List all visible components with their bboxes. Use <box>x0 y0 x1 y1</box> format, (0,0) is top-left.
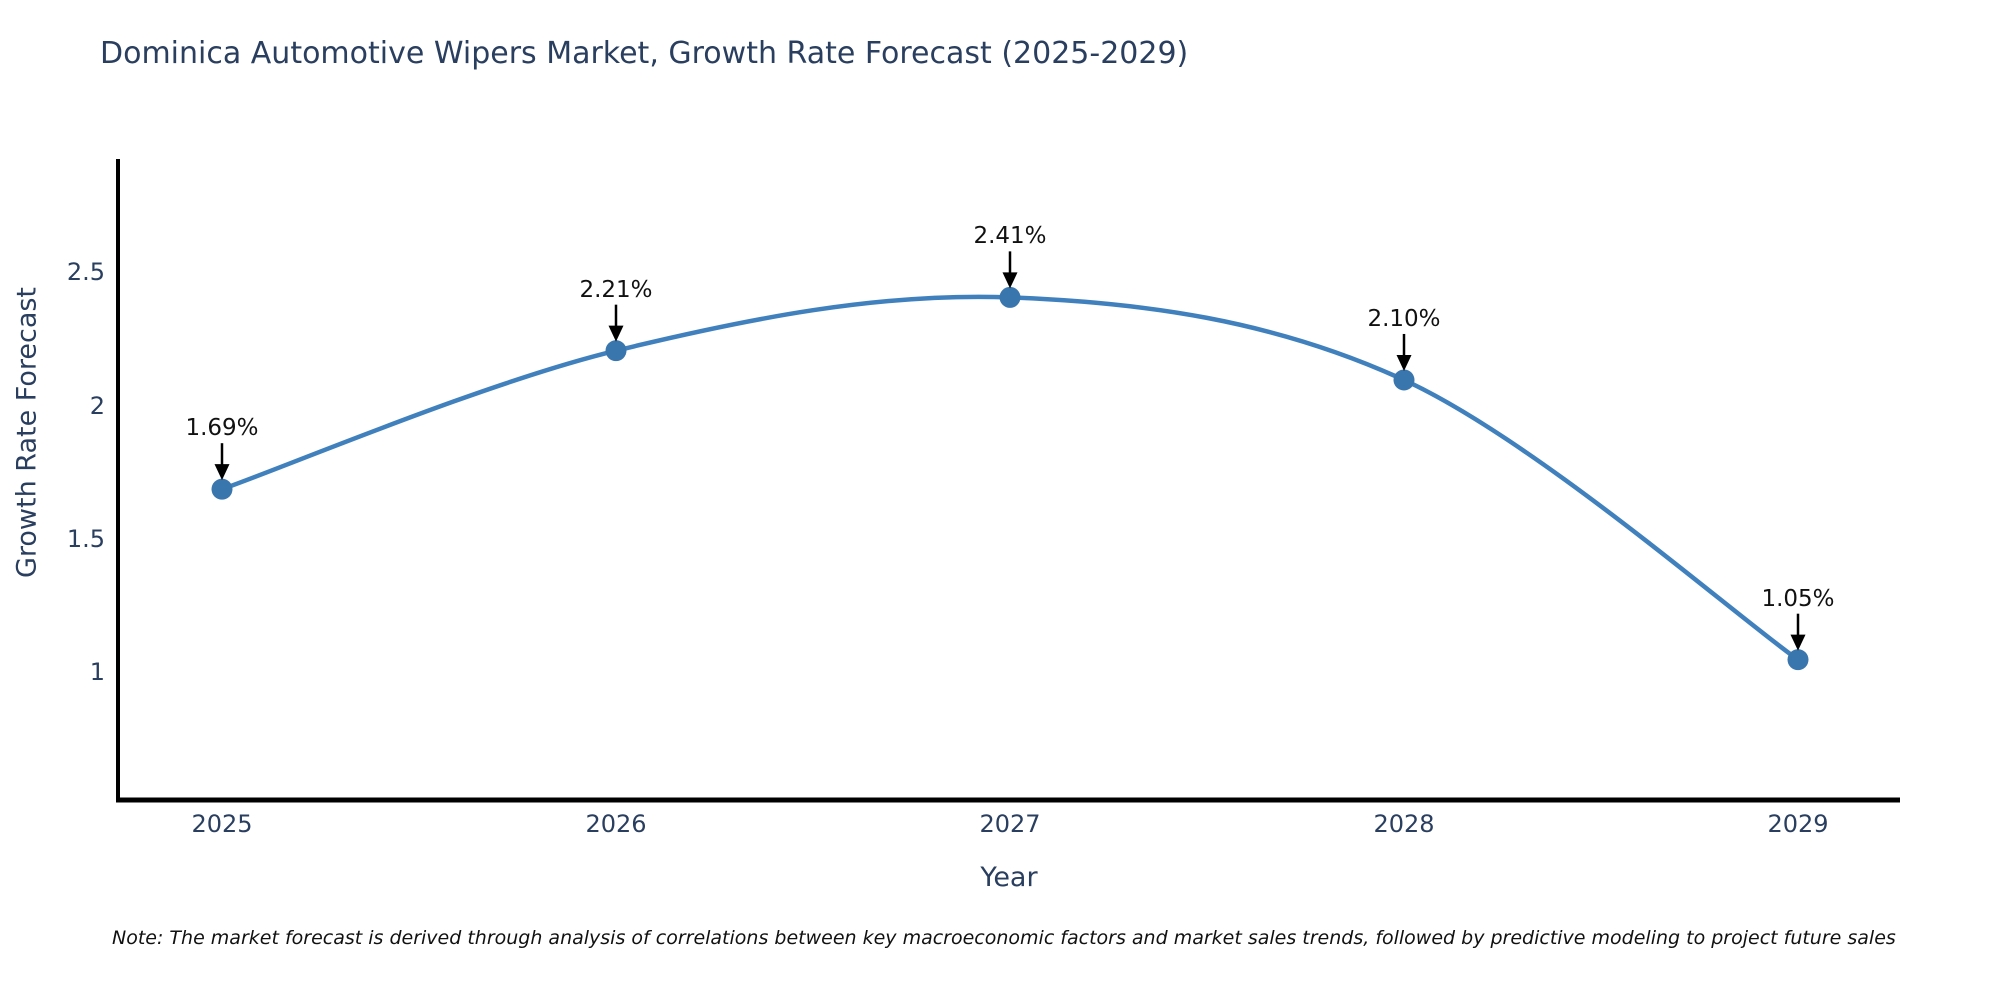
point-value-label: 1.05% <box>1761 585 1835 612</box>
annotation-arrowhead-icon <box>608 325 624 342</box>
annotation-arrowhead-icon <box>1396 354 1412 371</box>
data-point-marker <box>605 340 627 362</box>
data-point-marker <box>1787 649 1809 671</box>
x-tick-label: 2025 <box>191 810 253 838</box>
y-tick-label: 2.5 <box>66 258 105 287</box>
point-value-label: 1.69% <box>185 415 259 442</box>
data-point-marker <box>999 286 1021 308</box>
forecast-line <box>219 294 1801 662</box>
y-tick-label: 1.5 <box>66 524 105 553</box>
x-axis-title: Year <box>980 862 1038 893</box>
point-value-label: 2.21% <box>579 276 653 303</box>
annotation-arrowhead-icon <box>214 464 230 481</box>
annotation-arrowhead-icon <box>1790 634 1806 651</box>
footnote: Note: The market forecast is derived thr… <box>112 927 1896 949</box>
annotation-arrowhead-icon <box>1002 272 1018 289</box>
point-value-label: 2.10% <box>1367 305 1441 332</box>
y-tick-label: 2 <box>89 391 105 420</box>
chart-title: Dominica Automotive Wipers Market, Growt… <box>100 36 1189 71</box>
data-point-marker <box>211 478 233 500</box>
x-tick-label: 2029 <box>1767 810 1829 838</box>
data-point-marker <box>1393 369 1415 391</box>
y-tick-label: 1 <box>89 658 105 686</box>
y-axis-title: Growth Rate Forecast <box>11 286 43 579</box>
x-tick-label: 2027 <box>979 810 1041 838</box>
x-tick-label: 2028 <box>1373 810 1435 838</box>
point-value-label: 2.41% <box>973 223 1047 250</box>
x-tick-label: 2026 <box>585 810 647 838</box>
